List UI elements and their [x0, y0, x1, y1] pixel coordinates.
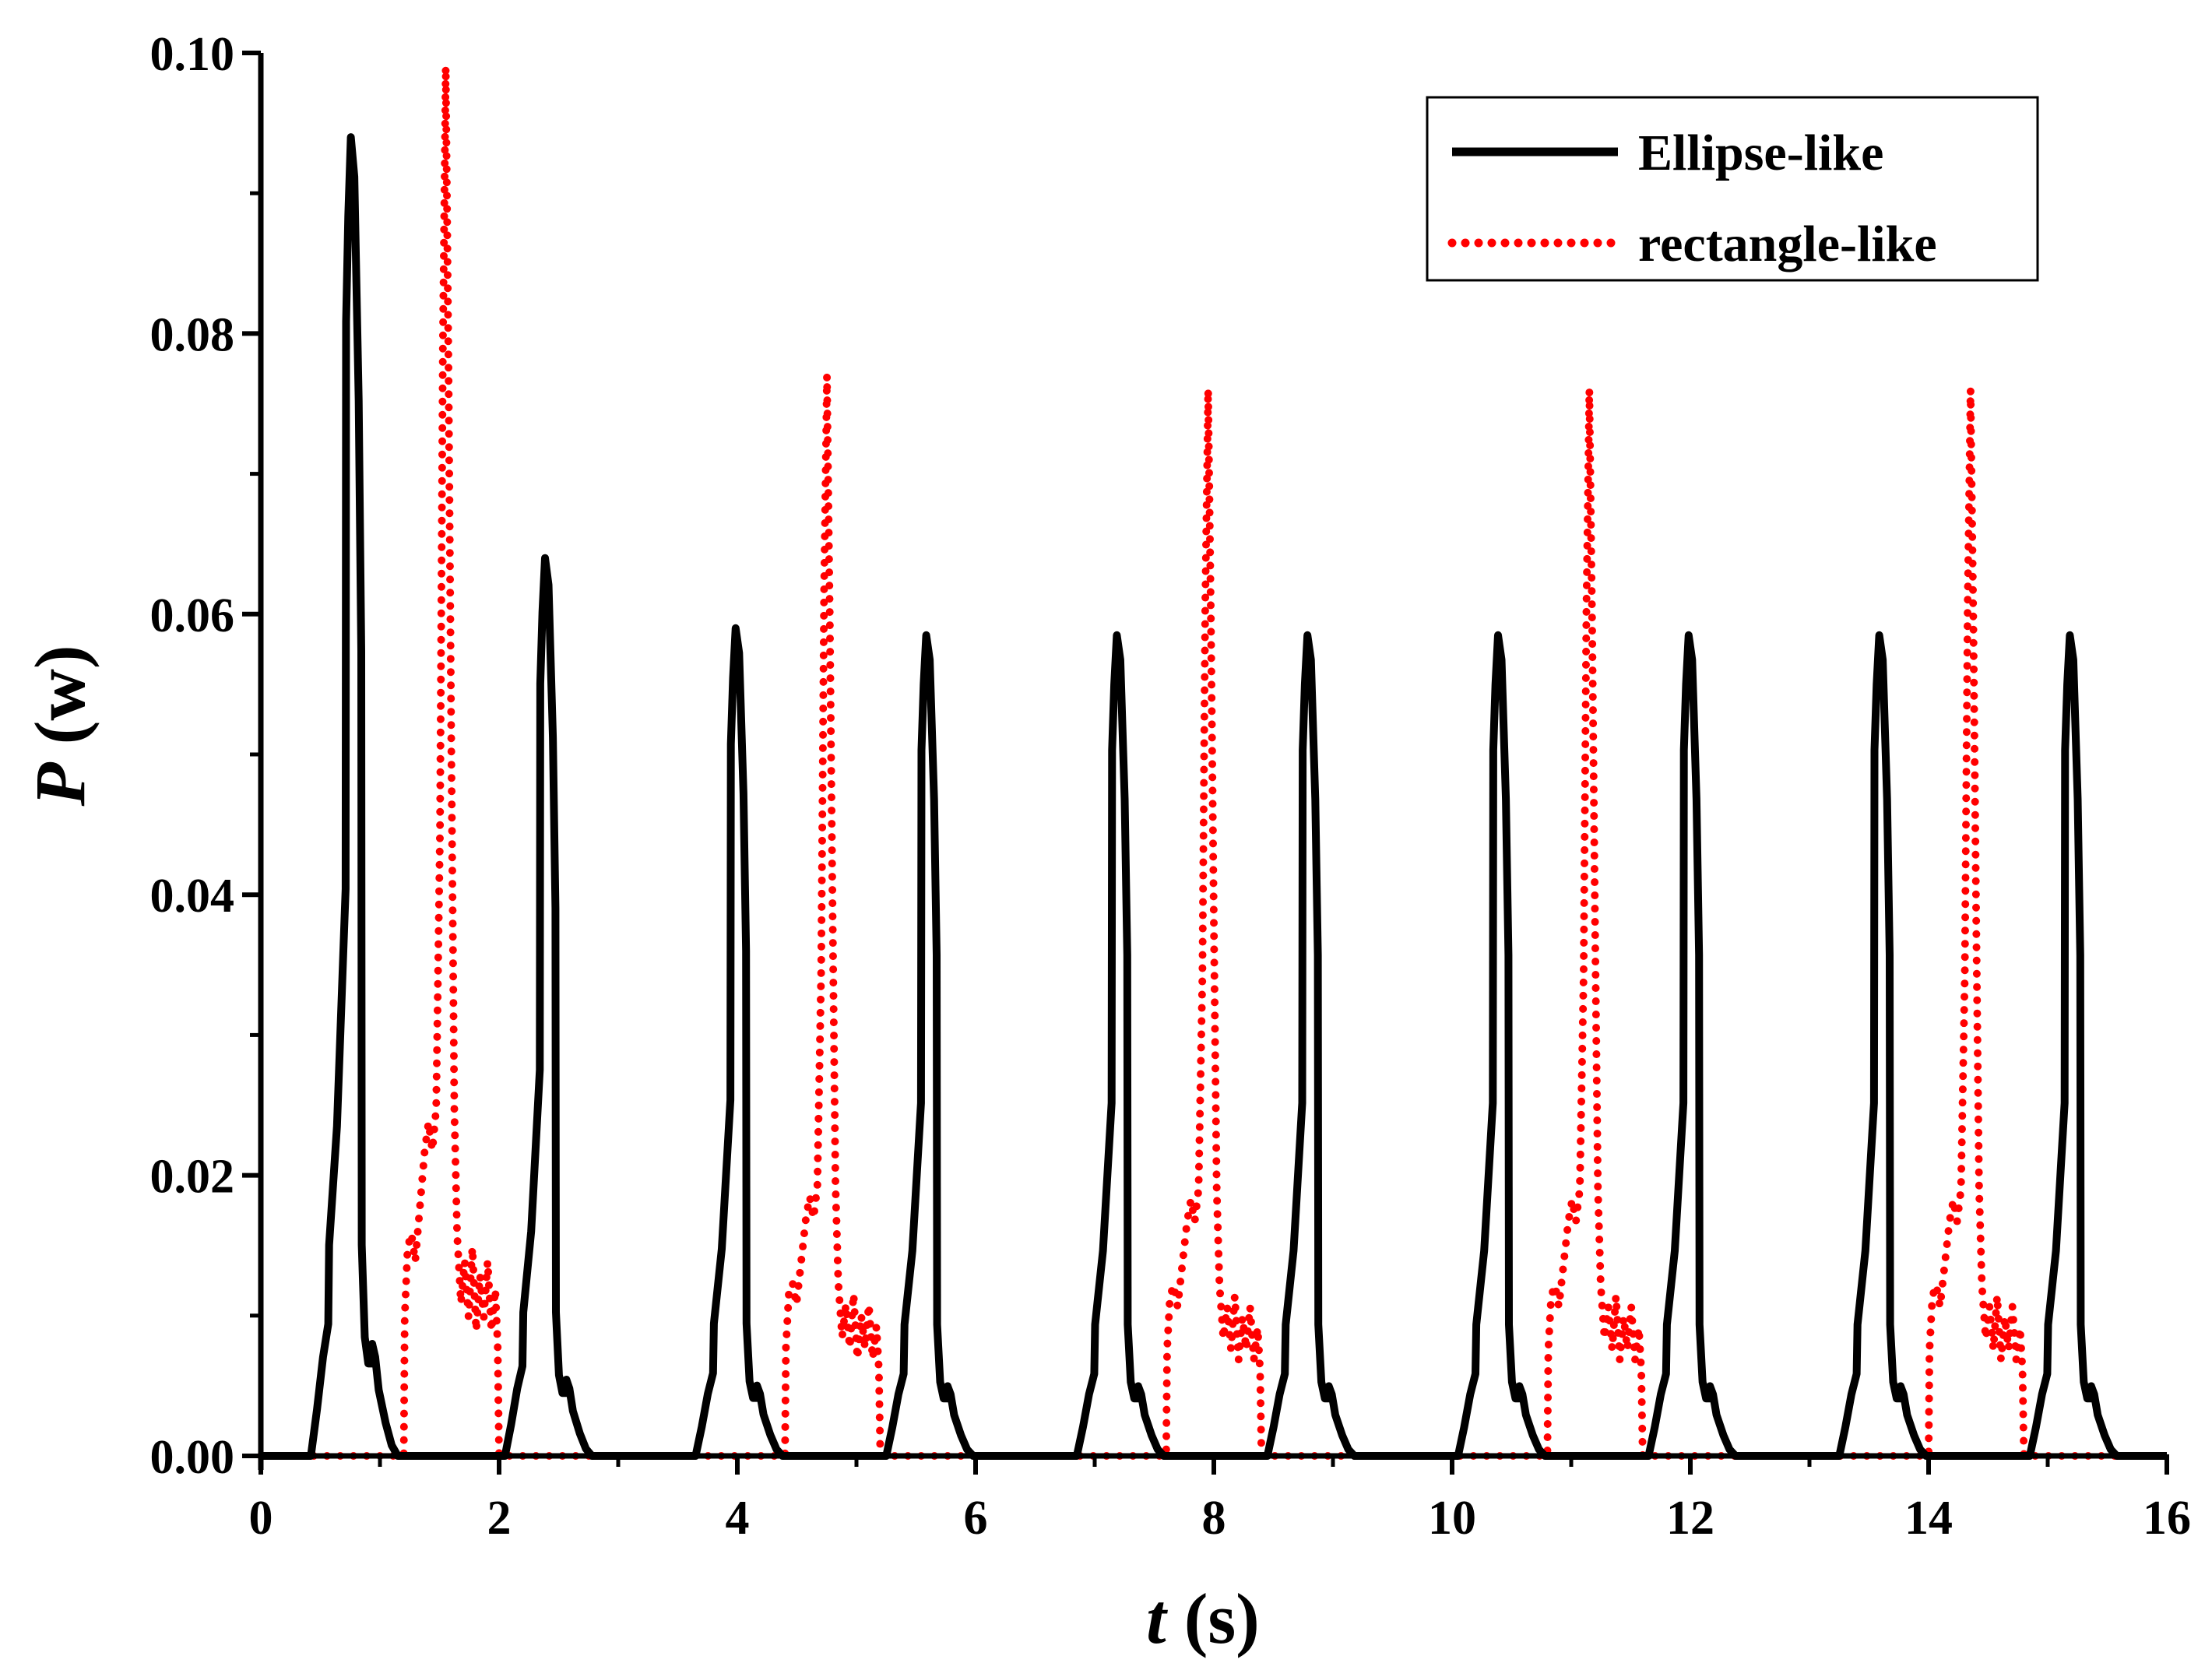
y-tick-label: 0.04	[150, 870, 235, 923]
legend-label-rectangle: rectangle-like	[1638, 216, 1937, 272]
y-axis-title-unit: (w)	[20, 645, 100, 763]
x-tick-label: 12	[1666, 1492, 1714, 1545]
x-tick-label: 6	[964, 1492, 988, 1545]
y-tick-label: 0.02	[150, 1151, 235, 1204]
x-tick-label: 14	[1904, 1492, 1953, 1545]
x-tick-label: 16	[2143, 1492, 2191, 1545]
legend: Ellipse-like rectangle-like	[1426, 96, 2039, 282]
y-tick-label: 0.10	[150, 28, 235, 81]
x-axis-title: t (s)	[1146, 1579, 1260, 1658]
legend-box	[1426, 96, 2039, 282]
x-tick-label: 2	[487, 1492, 512, 1545]
x-tick-label: 10	[1428, 1492, 1476, 1545]
y-axis-title-symbol: P	[20, 761, 100, 807]
tick-labels: 0 2 4 6 8 10 12 14 16 0.00 0.02 0.04 0.06 0.08 0.10	[150, 28, 2192, 1545]
legend-label-ellipse: Ellipse-like	[1638, 125, 1883, 181]
axes	[242, 51, 2169, 1475]
x-axis-title-symbol: t	[1146, 1579, 1168, 1658]
y-tick-label: 0.06	[150, 589, 235, 642]
x-tick-label: 4	[726, 1492, 750, 1545]
y-axis-title: P (w)	[20, 645, 100, 807]
x-tick-label: 8	[1202, 1492, 1226, 1545]
series-line-rectangle-like	[257, 63, 2171, 1460]
x-axis-title-unit: (s)	[1166, 1579, 1260, 1658]
y-tick-label: 0.00	[150, 1431, 235, 1484]
x-tick-label: 0	[249, 1492, 273, 1545]
y-tick-label: 0.08	[150, 308, 235, 361]
